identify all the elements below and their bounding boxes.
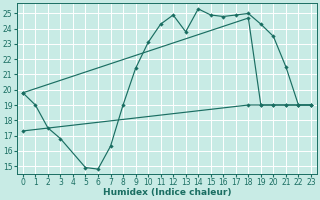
X-axis label: Humidex (Indice chaleur): Humidex (Indice chaleur)	[103, 188, 231, 197]
